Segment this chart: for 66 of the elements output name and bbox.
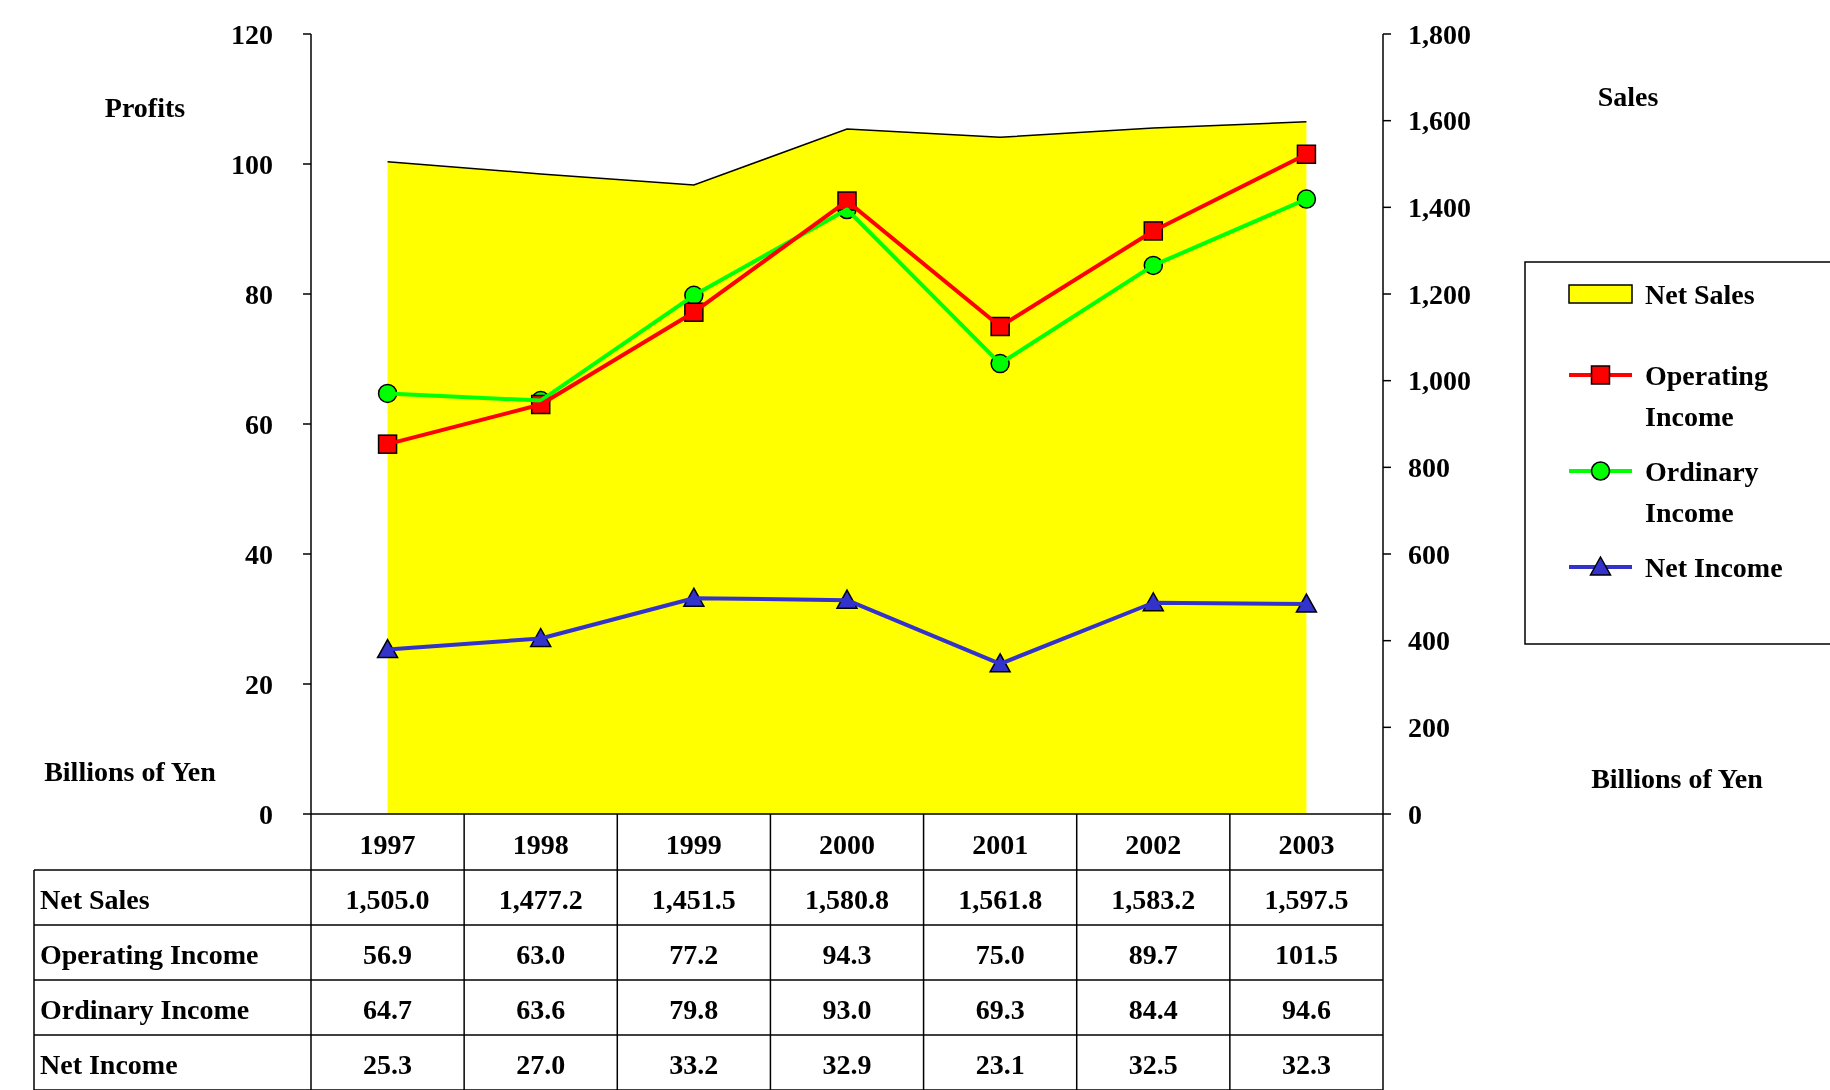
data-label: 1,477.2 bbox=[498, 884, 583, 915]
y-tick-label: 100 bbox=[231, 148, 273, 180]
data-label: 94.3 bbox=[822, 939, 872, 970]
y2-tick-label: 200 bbox=[1408, 711, 1450, 743]
legend-label: Net Sales bbox=[1645, 278, 1755, 310]
x-tick-label: 1999 bbox=[665, 828, 722, 860]
data-label: 1,561.8 bbox=[958, 884, 1043, 915]
y-tick-label: 20 bbox=[245, 668, 273, 700]
text: Net Income bbox=[40, 1049, 178, 1080]
point bbox=[1295, 593, 1318, 613]
data-label: 1,583.2 bbox=[1111, 884, 1196, 915]
y-tick-label: 60 bbox=[245, 408, 273, 440]
data-label: 25.3 bbox=[363, 1049, 413, 1080]
data-label: 101.5 bbox=[1274, 939, 1338, 970]
y2-tick-label: 600 bbox=[1408, 538, 1450, 570]
data-label: 23.1 bbox=[975, 1049, 1025, 1080]
y2-axis-title: Sales bbox=[1597, 80, 1659, 112]
x-tick-label: 1998 bbox=[512, 828, 569, 860]
y-tick-label: 120 bbox=[231, 18, 273, 50]
y2-tick-label: 1,800 bbox=[1408, 18, 1471, 50]
legend-label: Operating Income bbox=[1645, 359, 1768, 432]
data-label: 32.5 bbox=[1128, 1049, 1178, 1080]
data-label: 69.3 bbox=[975, 994, 1025, 1025]
y-tick-label: 80 bbox=[245, 278, 273, 310]
y-tick-label: 40 bbox=[245, 538, 273, 570]
text: Ordinary Income bbox=[40, 994, 250, 1025]
data-label: 93.0 bbox=[822, 994, 872, 1025]
data-label: 1,505.0 bbox=[345, 884, 430, 915]
y2-tick-label: 1,200 bbox=[1408, 278, 1471, 310]
text: Net Sales bbox=[40, 884, 150, 915]
data-label: 1,580.8 bbox=[805, 884, 889, 915]
x-tick-label: 1997 bbox=[359, 828, 416, 860]
x-tick-label: 2000 bbox=[819, 828, 875, 860]
text: Operating Income bbox=[40, 939, 259, 970]
text: Billions of Yen bbox=[44, 755, 217, 787]
data-label: 63.6 bbox=[516, 994, 566, 1025]
data-label: 64.7 bbox=[363, 994, 413, 1025]
text: Billions of Yen bbox=[1591, 762, 1764, 794]
legend-label: Ordinary Income bbox=[1645, 455, 1759, 528]
data-label: 1,451.5 bbox=[651, 884, 736, 915]
y-tick-label: 0 bbox=[259, 798, 273, 830]
data-label: 27.0 bbox=[516, 1049, 566, 1080]
y-axis-title: Profits bbox=[104, 91, 186, 123]
legend-label: Net Income bbox=[1645, 551, 1783, 583]
y2-tick-label: 400 bbox=[1408, 625, 1450, 657]
data-label: 75.0 bbox=[975, 939, 1025, 970]
data-label: 77.2 bbox=[669, 939, 719, 970]
data-label: 32.3 bbox=[1281, 1049, 1331, 1080]
y2-tick-label: 1,600 bbox=[1408, 105, 1471, 137]
x-tick-label: 2001 bbox=[972, 828, 1029, 860]
data-label: 84.4 bbox=[1128, 994, 1178, 1025]
data-label: 56.9 bbox=[363, 939, 413, 970]
data-label: 89.7 bbox=[1128, 939, 1178, 970]
data-label: 1,597.5 bbox=[1264, 884, 1349, 915]
x-tick-label: 2003 bbox=[1278, 828, 1335, 860]
data-label: 32.9 bbox=[822, 1049, 872, 1080]
y2-tick-label: 800 bbox=[1408, 451, 1450, 483]
x-tick-label: 2002 bbox=[1125, 828, 1182, 860]
data-label: 79.8 bbox=[669, 994, 719, 1025]
y2-tick-label: 0 bbox=[1408, 798, 1422, 830]
data-label: 94.6 bbox=[1281, 994, 1331, 1025]
data-label: 63.0 bbox=[516, 939, 566, 970]
point bbox=[377, 434, 398, 454]
data-label: 33.2 bbox=[669, 1049, 719, 1080]
y2-tick-label: 1,400 bbox=[1408, 191, 1471, 223]
y2-tick-label: 1,000 bbox=[1408, 365, 1471, 397]
